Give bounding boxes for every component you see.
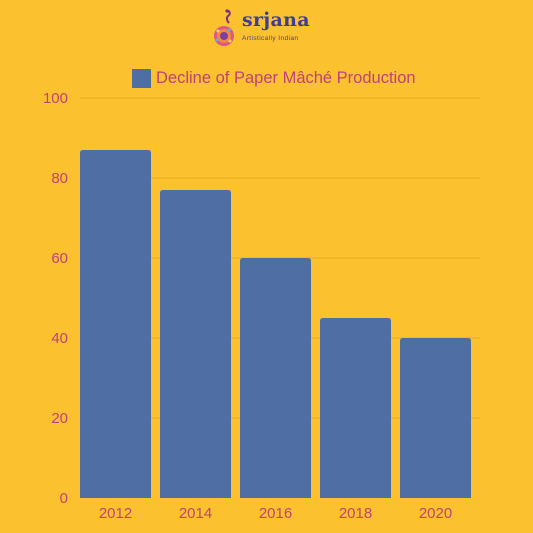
y-tick-label: 80 bbox=[51, 170, 68, 187]
bar bbox=[160, 190, 231, 498]
chart-legend: Decline of Paper Mâché Production bbox=[132, 69, 416, 88]
bar bbox=[80, 150, 151, 498]
x-tick-label: 2016 bbox=[259, 505, 292, 522]
y-tick-label: 40 bbox=[51, 330, 68, 347]
y-tick-label: 0 bbox=[60, 490, 68, 507]
bar bbox=[320, 318, 391, 498]
logo-tagline: Artistically Indian bbox=[242, 35, 299, 42]
y-tick-label: 20 bbox=[51, 410, 68, 427]
legend-swatch bbox=[132, 69, 151, 88]
y-tick-label: 100 bbox=[43, 90, 68, 107]
bar bbox=[240, 258, 311, 498]
bar bbox=[400, 338, 471, 498]
x-tick-label: 2018 bbox=[339, 505, 372, 522]
y-tick-label: 60 bbox=[51, 250, 68, 267]
y-axis-ticks: 0 20 40 60 80 100 bbox=[43, 90, 68, 507]
logo-wordmark: srjana bbox=[242, 9, 310, 31]
x-tick-label: 2014 bbox=[179, 505, 212, 522]
bars bbox=[80, 150, 471, 498]
x-axis-ticks: 2012 2014 2016 2018 2020 bbox=[99, 505, 452, 522]
peacock-icon bbox=[214, 9, 234, 46]
x-tick-label: 2012 bbox=[99, 505, 132, 522]
legend-label: Decline of Paper Mâché Production bbox=[156, 69, 416, 87]
x-tick-label: 2020 bbox=[419, 505, 452, 522]
brand-logo: srjana Artistically Indian bbox=[212, 8, 312, 48]
